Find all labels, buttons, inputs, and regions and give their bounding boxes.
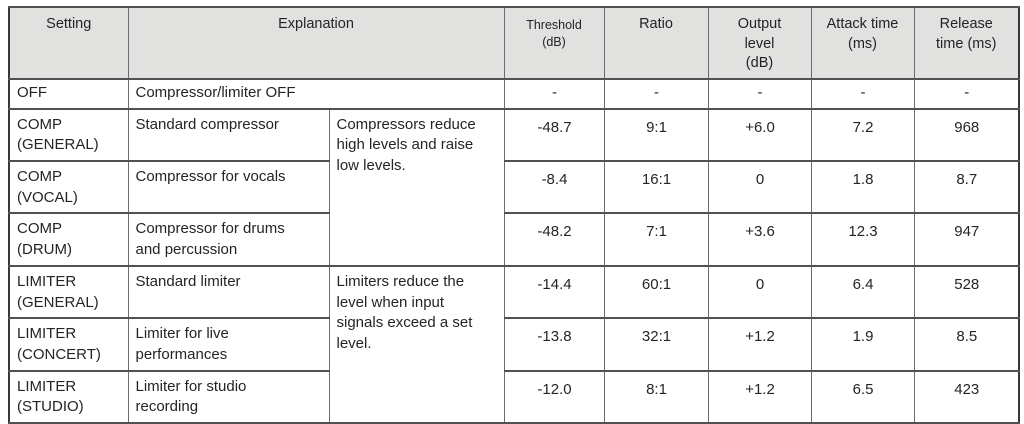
ratio-cell: - — [603, 77, 709, 110]
release-time-cell: 8.7 — [913, 160, 1020, 215]
release-time-cell: 8.5 — [913, 317, 1020, 372]
setting-cell: LIMITER (STUDIO) — [8, 369, 129, 424]
attack-time-cell: 12.3 — [810, 212, 915, 267]
setting-cell: LIMITER (CONCERT) — [8, 317, 129, 372]
explanation-cell: Limiter for studio recording — [127, 369, 330, 424]
column-header-output-level: Output level (dB) — [707, 6, 812, 80]
table-row-limiter-concert: LIMITER (CONCERT) Limiter for live perfo… — [8, 317, 1020, 372]
table-row-comp-drum: COMP (DRUM) Compressor for drums and per… — [8, 212, 1020, 267]
ratio-cell: 8:1 — [603, 369, 709, 424]
ratio-cell: 9:1 — [603, 107, 709, 163]
setting-cell: OFF — [8, 77, 129, 110]
threshold-cell: -48.2 — [503, 212, 605, 267]
explanation-cell: Compressor/limiter OFF — [127, 77, 505, 110]
explanation-cell: Standard limiter — [127, 264, 330, 320]
explanation-cell: Standard compressor — [127, 107, 330, 163]
attack-time-cell: 7.2 — [810, 107, 915, 163]
column-header-release-time: Release time (ms) — [913, 6, 1020, 80]
release-time-cell: - — [913, 77, 1020, 110]
threshold-cell: -12.0 — [503, 369, 605, 424]
output-level-cell: +1.2 — [707, 317, 812, 372]
group-note-compressors: Compressors reduce high levels and raise… — [328, 107, 505, 267]
threshold-cell: -13.8 — [503, 317, 605, 372]
output-level-cell: - — [707, 77, 812, 110]
table-row-comp-general: COMP (GENERAL) Standard compressor Compr… — [8, 107, 1020, 267]
output-level-cell: +1.2 — [707, 369, 812, 424]
attack-time-cell: 1.9 — [810, 317, 915, 372]
ratio-cell: 32:1 — [603, 317, 709, 372]
attack-time-cell: 6.5 — [810, 369, 915, 424]
threshold-cell: -48.7 — [503, 107, 605, 163]
attack-time-cell: - — [810, 77, 915, 110]
ratio-cell: 16:1 — [603, 160, 709, 215]
compressor-limiter-settings-table: Setting Explanation Threshold (dB) Ratio… — [8, 6, 1020, 424]
threshold-cell: - — [503, 77, 605, 110]
setting-cell: COMP (DRUM) — [8, 212, 129, 267]
setting-cell: COMP (GENERAL) — [8, 107, 129, 163]
threshold-cell: -8.4 — [503, 160, 605, 215]
table-row-limiter-general: LIMITER (GENERAL) Standard limiter Limit… — [8, 264, 1020, 424]
release-time-cell: 947 — [913, 212, 1020, 267]
explanation-cell: Compressor for vocals — [127, 160, 330, 215]
column-header-setting: Setting — [8, 6, 129, 80]
threshold-cell: -14.4 — [503, 264, 605, 320]
ratio-cell: 7:1 — [603, 212, 709, 267]
column-header-explanation: Explanation — [127, 6, 505, 80]
attack-time-cell: 1.8 — [810, 160, 915, 215]
column-header-ratio: Ratio — [603, 6, 709, 80]
explanation-cell: Limiter for live performances — [127, 317, 330, 372]
setting-cell: LIMITER (GENERAL) — [8, 264, 129, 320]
release-time-cell: 423 — [913, 369, 1020, 424]
output-level-cell: 0 — [707, 160, 812, 215]
table-header-row: Setting Explanation Threshold (dB) Ratio… — [8, 6, 1020, 80]
setting-cell: COMP (VOCAL) — [8, 160, 129, 215]
output-level-cell: +3.6 — [707, 212, 812, 267]
table-row-off: OFF Compressor/limiter OFF - - - - - — [8, 77, 1020, 110]
release-time-cell: 528 — [913, 264, 1020, 320]
output-level-cell: +6.0 — [707, 107, 812, 163]
column-header-threshold: Threshold (dB) — [503, 6, 605, 80]
explanation-cell: Compressor for drums and percussion — [127, 212, 330, 267]
column-header-attack-time: Attack time (ms) — [810, 6, 915, 80]
table-row-comp-vocal: COMP (VOCAL) Compressor for vocals -8.4 … — [8, 160, 1020, 215]
compressor-limiter-settings-table-wrap: Setting Explanation Threshold (dB) Ratio… — [8, 6, 1020, 424]
output-level-cell: 0 — [707, 264, 812, 320]
release-time-cell: 968 — [913, 107, 1020, 163]
ratio-cell: 60:1 — [603, 264, 709, 320]
table-row-limiter-studio: LIMITER (STUDIO) Limiter for studio reco… — [8, 369, 1020, 424]
attack-time-cell: 6.4 — [810, 264, 915, 320]
group-note-limiters: Limiters reduce the level when input sig… — [328, 264, 505, 424]
